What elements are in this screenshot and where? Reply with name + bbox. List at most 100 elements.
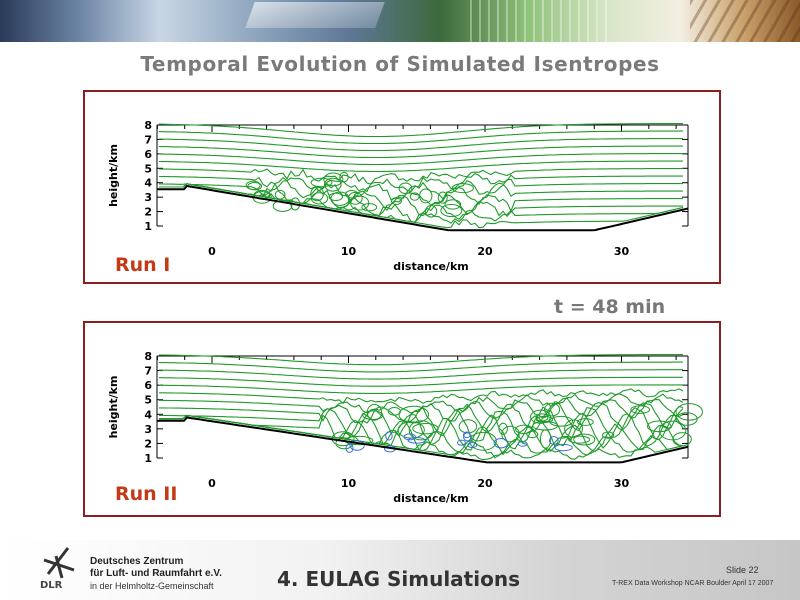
isentrope-line: [159, 400, 684, 438]
y-axis-label: height/km: [107, 376, 120, 439]
conference-info: T-REX Data Workshop NCAR Boulder April 1…: [612, 580, 774, 587]
y-tick-label: 8: [144, 350, 152, 363]
y-tick-label: 2: [144, 437, 152, 450]
isentrope-line: [159, 183, 683, 223]
turbulence-contour: [456, 439, 466, 446]
turbulence-contour: [349, 440, 365, 451]
y-tick-label: 4: [144, 408, 152, 421]
y-tick-label: 7: [144, 133, 152, 146]
turbulent-isentrope-loop: [469, 431, 497, 451]
turbulent-isentrope-loop: [602, 431, 615, 439]
y-tick-label: 1: [144, 220, 152, 233]
turbulent-isentrope-loop: [424, 204, 438, 218]
turbulent-isentrope-loop: [310, 192, 329, 205]
turbulent-isentrope-loop: [362, 410, 384, 421]
turbulent-isentrope-loop: [323, 177, 342, 192]
turbulent-isentrope-loop: [540, 429, 552, 449]
turbulent-isentrope-loop: [444, 199, 462, 210]
turbulent-isentrope-loop: [577, 418, 594, 426]
turbulent-isentrope-loop: [515, 424, 533, 434]
circuit-image: [470, 0, 610, 42]
turbulent-isentrope-loop: [272, 200, 293, 212]
isentrope-line: [158, 123, 683, 138]
turbulence-contour: [554, 443, 573, 452]
x-tick-label: 30: [614, 477, 630, 490]
turbulent-isentrope-loop: [398, 405, 430, 424]
turbulent-isentrope-loop: [658, 420, 687, 441]
isentrope-line: [159, 414, 684, 461]
run-2-isentrope-plot: 1 23 45 67 8 0 10 20 30 distance/km height/km: [107, 350, 703, 505]
y-tick-label: 3: [144, 191, 152, 204]
y-tick-label: 5: [144, 162, 152, 175]
turbulent-isentrope-loop: [245, 180, 261, 190]
y-tick-label: 1: [144, 452, 152, 465]
isentrope-line: [158, 168, 683, 185]
solar-panel-image: [690, 0, 800, 42]
isentrope-line: [159, 145, 683, 159]
x-tick-label: 20: [477, 245, 493, 258]
turbulent-isentrope-loop: [328, 192, 344, 202]
turbulent-isentrope-loop: [646, 420, 672, 433]
isentrope-line: [159, 361, 683, 373]
turbulent-isentrope-loop: [535, 415, 554, 423]
isentrope-line: [158, 369, 683, 380]
turbulent-isentrope-loop: [568, 435, 591, 444]
turbulent-isentrope-loop: [419, 188, 433, 204]
isentrope-line: [158, 354, 683, 366]
turbulent-isentrope-loop: [675, 403, 703, 421]
x-tick-label: 10: [341, 477, 357, 490]
turbulent-isentrope-loop: [498, 422, 508, 435]
turbulent-isentrope-loop: [440, 203, 463, 218]
slide-number: Slide 22: [726, 565, 759, 575]
run-1-label: Run I: [115, 254, 171, 276]
isentrope-line: [159, 183, 684, 229]
turbulent-isentrope-loop: [549, 415, 574, 427]
turbulent-isentrope-loop: [672, 432, 692, 447]
turbulent-isentrope-loop: [409, 192, 420, 201]
turbulent-isentrope-loop: [451, 183, 474, 194]
organization-name-line-2: für Luft- und Raumfahrt e.V.: [90, 568, 222, 579]
run-2-panel: 1 2 3 4 5 6 7 8 0 10 20 30 distance/km height/km Run …: [83, 321, 721, 517]
y-tick-label: 7: [144, 365, 152, 378]
y-tick-label: 8: [144, 119, 152, 132]
organization-name-line-1: Deutsches Zentrum: [90, 556, 184, 567]
isentrope-line: [158, 160, 683, 173]
turbulent-isentrope-loop: [361, 203, 378, 212]
turbulent-isentrope-loop: [501, 425, 520, 443]
x-tick-label: 20: [477, 477, 493, 490]
turbulent-isentrope-loop: [408, 420, 434, 441]
turbulence-contour: [345, 443, 354, 453]
footer-bar: [0, 540, 800, 600]
turbulent-isentrope-loop: [323, 172, 344, 187]
terrain-profile: [157, 184, 689, 232]
turbulent-isentrope-loop: [564, 419, 583, 438]
turbulent-isentrope-loop: [535, 413, 549, 422]
turbulent-isentrope-loop: [630, 405, 651, 414]
terrain-profile: [156, 416, 689, 464]
x-axis-label: distance/km: [393, 492, 468, 505]
y-tick-label: 5: [144, 394, 152, 407]
isentrope-line: [158, 130, 683, 145]
turbulent-isentrope-loop: [350, 195, 370, 211]
isentrope-line: [159, 376, 683, 387]
isentrope-line: [158, 138, 683, 152]
turbulent-isentrope-loop: [339, 171, 349, 183]
turbulence-contour: [407, 436, 426, 444]
turbulent-isentrope-loop: [391, 197, 402, 205]
turbulent-isentrope-loop: [573, 433, 596, 446]
turbulent-isentrope-loop: [412, 422, 439, 435]
turbulence-contour: [493, 438, 509, 449]
y-tick-label: 4: [144, 177, 152, 190]
turbulence-contour: [462, 432, 472, 442]
turbulent-isentrope-loop: [330, 191, 350, 206]
x-axis-label: distance/km: [393, 260, 468, 273]
y-axis-label: height/km: [107, 144, 120, 207]
isentrope-line: [159, 172, 683, 193]
turbulence-contour: [548, 435, 559, 445]
section-title: 4. EULAG Simulations: [277, 567, 520, 591]
x-tick-label: 0: [208, 245, 216, 258]
turbulent-isentrope-loop: [398, 182, 413, 195]
run-2-label: Run II: [115, 483, 178, 505]
turbulent-isentrope-loop: [310, 177, 333, 188]
isentrope-line: [159, 153, 683, 166]
